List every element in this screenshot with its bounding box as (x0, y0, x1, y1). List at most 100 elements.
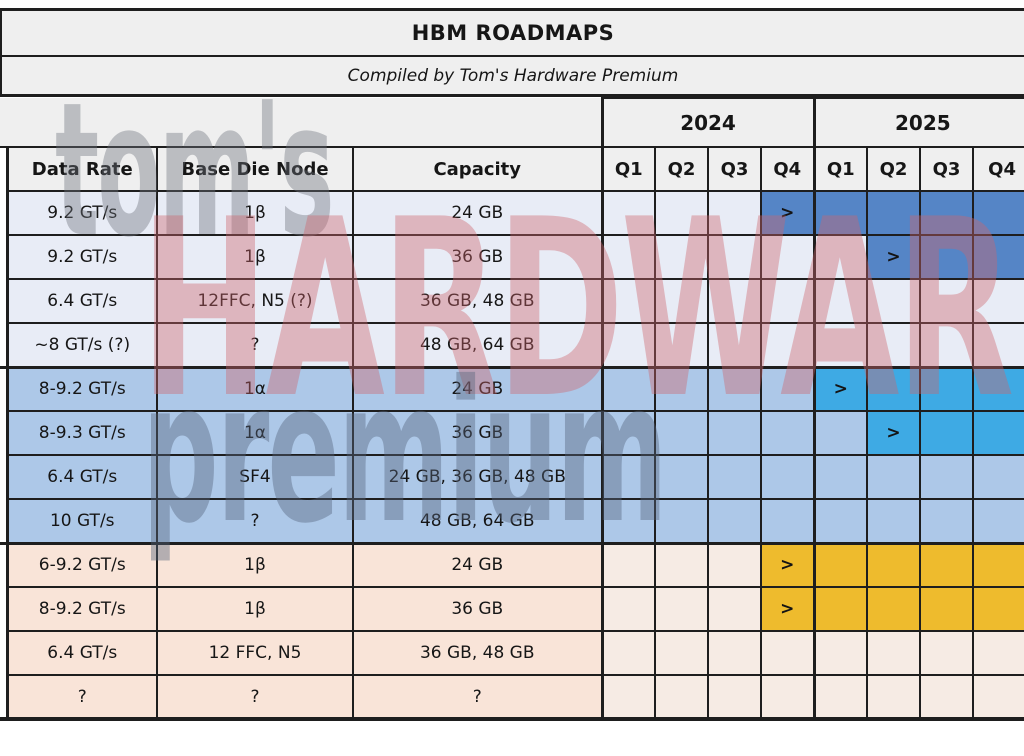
left-margin-spacer (0, 675, 7, 721)
timeline-cell (759, 630, 816, 676)
timeline-cell (866, 674, 922, 721)
cell-base-die-node: ? (156, 322, 354, 369)
timeline-cell (972, 586, 1024, 632)
timeline-cell (972, 498, 1024, 545)
timeline-cell (812, 498, 869, 545)
year-header-2025: 2025 (812, 97, 1024, 148)
timeline-cell (707, 586, 762, 632)
timeline-cell (600, 322, 656, 369)
timeline-cell (654, 410, 709, 456)
cell-capacity: ? (352, 674, 603, 721)
cell-capacity: 24 GB (352, 366, 603, 412)
timeline-cell (654, 542, 709, 588)
timeline-cell (707, 190, 762, 236)
timeline-cell (866, 190, 922, 236)
timeline-cell (600, 542, 656, 588)
timeline-cell (812, 234, 869, 280)
roadmap-table: 2024 2025 Data Rate Base Die Node Capaci… (0, 97, 1024, 721)
timeline-start-marker: > (759, 586, 816, 632)
cell-capacity: 36 GB, 48 GB (352, 278, 603, 324)
timeline-cell (812, 674, 869, 721)
timeline-cell (600, 454, 656, 500)
cell-data-rate: 10 GT/s (5, 498, 158, 545)
timeline-cell (600, 366, 656, 412)
timeline-cell (759, 322, 816, 369)
timeline-start-marker: > (812, 366, 869, 412)
timeline-cell (600, 234, 656, 280)
timeline-cell (919, 410, 975, 456)
cell-base-die-node: SF4 (156, 454, 354, 500)
timeline-cell (919, 630, 975, 676)
timeline-cell (654, 234, 709, 280)
timeline-cell (759, 454, 816, 500)
cell-capacity: 36 GB, 48 GB (352, 630, 603, 676)
cell-base-die-node: 1α (156, 366, 354, 412)
column-header-capacity: Capacity (352, 146, 603, 192)
timeline-cell (707, 234, 762, 280)
timeline-cell (812, 542, 869, 588)
timeline-cell (972, 190, 1024, 236)
cell-base-die-node: 1β (156, 190, 354, 236)
cell-capacity: 24 GB (352, 542, 603, 588)
timeline-cell (919, 542, 975, 588)
timeline-cell (707, 630, 762, 676)
timeline-cell (759, 410, 816, 456)
timeline-start-marker: > (759, 190, 816, 236)
table-row: 6.4 GT/s SF4 24 GB, 36 GB, 48 GB (0, 454, 1024, 500)
cell-data-rate: ~8 GT/s (?) (5, 322, 158, 369)
timeline-cell (707, 674, 762, 721)
cell-capacity: 24 GB (352, 190, 603, 236)
cell-capacity: 24 GB, 36 GB, 48 GB (352, 454, 603, 500)
quarter-header-2025-q3: Q3 (919, 146, 975, 192)
left-margin-spacer (0, 587, 7, 631)
timeline-cell (600, 278, 656, 324)
cell-capacity: 48 GB, 64 GB (352, 498, 603, 545)
timeline-cell (707, 322, 762, 369)
table-row: 8-9.3 GT/s 1α 36 GB > (0, 410, 1024, 456)
table-row: 6.4 GT/s 12 FFC, N5 36 GB, 48 GB (0, 630, 1024, 676)
left-margin-spacer (0, 279, 7, 323)
table-row: 8-9.2 GT/s 1α 24 GB > (0, 366, 1024, 412)
timeline-cell (972, 278, 1024, 324)
cell-data-rate: 9.2 GT/s (5, 234, 158, 280)
cell-data-rate: 6.4 GT/s (5, 630, 158, 676)
cell-capacity: 48 GB, 64 GB (352, 322, 603, 369)
timeline-cell (600, 630, 656, 676)
left-margin-spacer (0, 191, 7, 235)
left-margin-spacer (0, 323, 7, 369)
table-row: 8-9.2 GT/s 1β 36 GB > (0, 586, 1024, 632)
column-header-row: Data Rate Base Die Node Capacity Q1 Q2 Q… (0, 146, 1024, 192)
timeline-start-marker: > (759, 542, 816, 588)
cell-data-rate: ? (5, 674, 158, 721)
timeline-cell (654, 190, 709, 236)
timeline-cell (972, 630, 1024, 676)
left-margin-spacer (0, 499, 7, 545)
timeline-cell (600, 190, 656, 236)
timeline-cell (866, 366, 922, 412)
timeline-cell (812, 630, 869, 676)
left-margin-spacer (0, 455, 7, 499)
timeline-cell (707, 410, 762, 456)
timeline-cell (600, 586, 656, 632)
page-subtitle: Compiled by Tom's Hardware Premium (2, 57, 1024, 97)
cell-base-die-node: ? (156, 498, 354, 545)
cell-capacity: 36 GB (352, 586, 603, 632)
column-header-data-rate: Data Rate (5, 146, 158, 192)
timeline-cell (972, 454, 1024, 500)
timeline-cell (600, 410, 656, 456)
timeline-cell (919, 322, 975, 369)
timeline-cell (707, 542, 762, 588)
timeline-cell (707, 454, 762, 500)
timeline-cell (707, 366, 762, 412)
table-row: 9.2 GT/s 1β 24 GB > (0, 190, 1024, 236)
left-margin-spacer (0, 543, 7, 587)
timeline-cell (972, 322, 1024, 369)
timeline-cell (654, 498, 709, 545)
timeline-cell (972, 410, 1024, 456)
quarter-header-2025-q1: Q1 (812, 146, 869, 192)
table-row: 6-9.2 GT/s 1β 24 GB > (0, 542, 1024, 588)
quarter-header-2024-q3: Q3 (707, 146, 762, 192)
timeline-cell (919, 674, 975, 721)
cell-base-die-node: 1β (156, 234, 354, 280)
